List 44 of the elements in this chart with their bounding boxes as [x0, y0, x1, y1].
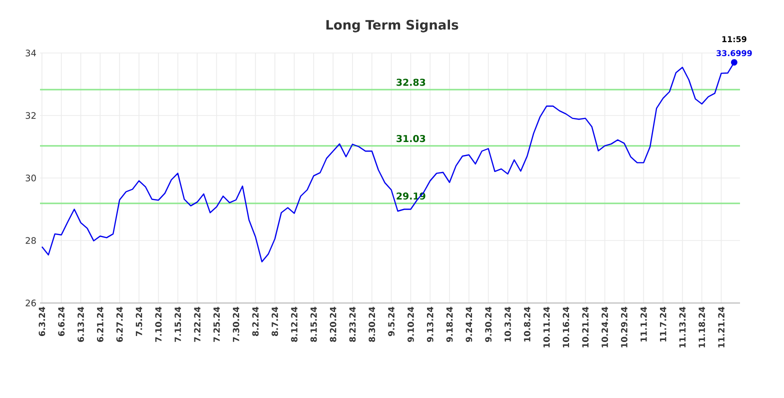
x-tick-label: 6.3.24 [38, 306, 46, 336]
x-tick-label: 7.5.24 [136, 306, 142, 336]
x-tick-label: 7.25.24 [213, 306, 220, 342]
x-tick-label: 8.30.24 [368, 306, 376, 342]
x-tick-label: 6.6.24 [58, 306, 65, 336]
x-tick-label: 11.13.24 [679, 306, 686, 348]
x-tick-label: 10.29.24 [621, 306, 628, 348]
x-tick-label: 9.10.24 [408, 306, 414, 342]
x-tick-label: 11.7.24 [660, 306, 666, 342]
y-tick-label: 32 [26, 112, 36, 119]
ref-line-label: 31.03 [396, 134, 426, 142]
x-tick-label: 8.20.24 [330, 306, 336, 342]
x-tick-label: 9.13.24 [426, 306, 434, 342]
x-tick-label: 11.21.24 [718, 306, 724, 348]
x-tick-label: 10.11.24 [543, 306, 550, 348]
x-tick-label: 9.30.24 [485, 306, 492, 342]
x-tick-label: 7.22.24 [194, 306, 200, 342]
x-tick-label: 8.23.24 [349, 306, 356, 342]
x-tick-label: 8.12.24 [291, 306, 298, 342]
y-tick-label: 28 [26, 237, 36, 244]
x-tick-label: 6.21.24 [96, 306, 104, 342]
x-tick-label: 8.2.24 [252, 306, 259, 336]
x-tick-label: 8.15.24 [310, 306, 317, 342]
x-tick-label: 10.8.24 [524, 306, 530, 342]
x-tick-label: 10.21.24 [582, 306, 589, 348]
y-tick-label: 34 [26, 50, 36, 56]
chart-title: Long Term Signals [326, 20, 458, 32]
x-tick-label: 7.30.24 [232, 306, 240, 342]
x-tick-label: 6.13.24 [78, 306, 84, 342]
y-tick-label: 30 [26, 174, 36, 182]
x-tick-label: 11.18.24 [698, 306, 706, 348]
x-tick-label: 7.10.24 [155, 306, 162, 342]
x-tick-label: 9.24.24 [466, 306, 472, 342]
x-tick-label: 8.7.24 [272, 306, 278, 336]
x-tick-label: 10.3.24 [504, 306, 511, 342]
ref-line-label: 32.83 [396, 78, 426, 86]
x-tick-label: 7.15.24 [174, 306, 182, 342]
x-tick-label: 11.1.24 [640, 306, 647, 342]
x-tick-label: 9.5.24 [388, 306, 395, 336]
y-tick-label: 26 [26, 300, 36, 306]
x-tick-label: 10.24.24 [602, 306, 608, 348]
x-tick-label: 6.27.24 [116, 306, 123, 342]
x-tick-label: 10.16.24 [562, 306, 570, 348]
x-tick-label: 9.18.24 [446, 306, 453, 342]
